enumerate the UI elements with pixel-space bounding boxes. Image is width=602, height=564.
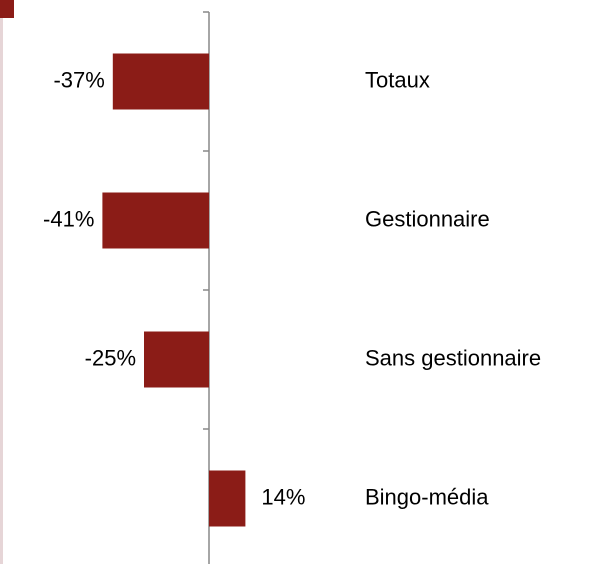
category-label: Gestionnaire (365, 206, 490, 231)
bar (144, 331, 209, 388)
bar (209, 470, 246, 527)
bar (112, 53, 209, 110)
category-label: Sans gestionnaire (365, 345, 541, 370)
category-label: Bingo-média (365, 484, 489, 509)
category-ticks (203, 11, 209, 430)
edge-fragment (0, 0, 14, 18)
edge-strip (0, 18, 3, 564)
category-label: Totaux (365, 67, 430, 92)
bar (102, 192, 209, 249)
value-label: -25% (85, 345, 136, 370)
value-label: -37% (53, 67, 104, 92)
value-label: -41% (43, 206, 94, 231)
value-label: 14% (261, 484, 305, 509)
